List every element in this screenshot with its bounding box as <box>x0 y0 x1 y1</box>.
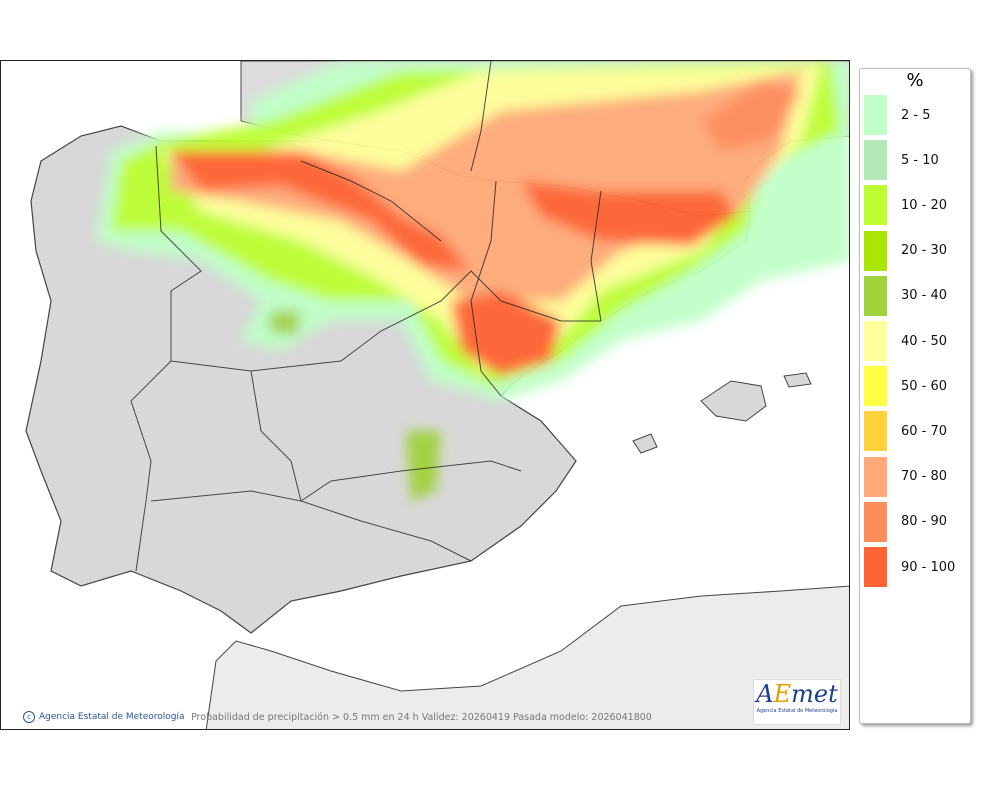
logo-mark: AEmet <box>756 680 838 708</box>
menorca <box>783 372 812 388</box>
precipitation-field <box>96 61 849 501</box>
legend-label: 50 - 60 <box>901 378 948 394</box>
legend-label: 30 - 40 <box>901 288 948 304</box>
copyright-icon: c <box>23 711 35 723</box>
legend-swatch <box>864 547 887 587</box>
precipitation-probability-map: c Agencia Estatal de Meteorología Probab… <box>0 60 850 730</box>
map-caption: Probabilidad de precipitación > 0.5 mm e… <box>191 712 652 723</box>
legend-item: 80 - 90 <box>864 501 948 542</box>
legend-swatch <box>864 456 887 497</box>
legend-item: 40 - 50 <box>864 321 947 361</box>
legend-swatch <box>864 366 887 407</box>
legend-item: 60 - 70 <box>864 411 948 452</box>
legend-item: 30 - 40 <box>864 275 948 316</box>
region-borders <box>130 61 602 572</box>
map-canvas <box>25 61 849 729</box>
land-africa <box>205 585 849 729</box>
legend-label: 5 - 10 <box>901 152 939 168</box>
legend-label: 80 - 90 <box>901 514 948 530</box>
mallorca <box>700 380 767 422</box>
ibiza <box>632 433 658 454</box>
legend-item: 10 - 20 <box>864 185 948 226</box>
legend-label: 90 - 100 <box>901 559 956 575</box>
legend-item: 90 - 100 <box>864 547 955 587</box>
legend-swatch <box>864 95 887 135</box>
legend-unit: % <box>906 70 924 91</box>
legend-swatch <box>864 230 887 271</box>
legend-item: 50 - 60 <box>864 366 948 407</box>
legend-item: 5 - 10 <box>864 140 939 181</box>
legend-label: 70 - 80 <box>901 469 948 485</box>
aemet-logo: AEmet Agencia Estatal de Meteorología <box>753 679 841 725</box>
legend-item: 70 - 80 <box>864 456 948 497</box>
legend-swatch <box>864 501 887 542</box>
legend-panel: % 2 - 5 5 - 10 10 - 20 20 - 30 30 - 40 40 - 5… <box>859 68 971 724</box>
logo-subtitle: Agencia Estatal de Meteorología <box>756 708 838 714</box>
legend-swatch <box>864 321 887 361</box>
legend-label: 60 - 70 <box>901 423 948 439</box>
legend-label: 10 - 20 <box>901 197 948 213</box>
legend-label: 2 - 5 <box>901 107 931 123</box>
legend-item: 20 - 30 <box>864 230 948 271</box>
legend-swatch <box>864 185 887 226</box>
legend-swatch <box>864 275 887 316</box>
legend-swatch <box>864 140 887 181</box>
legend-item: 2 - 5 <box>864 95 931 135</box>
legend-label: 20 - 30 <box>901 243 948 259</box>
credit-text: Agencia Estatal de Meteorología <box>39 712 185 722</box>
legend-swatch <box>864 411 887 452</box>
legend-label: 40 - 50 <box>901 333 948 349</box>
aemet-credit[interactable]: c Agencia Estatal de Meteorología <box>23 711 185 723</box>
